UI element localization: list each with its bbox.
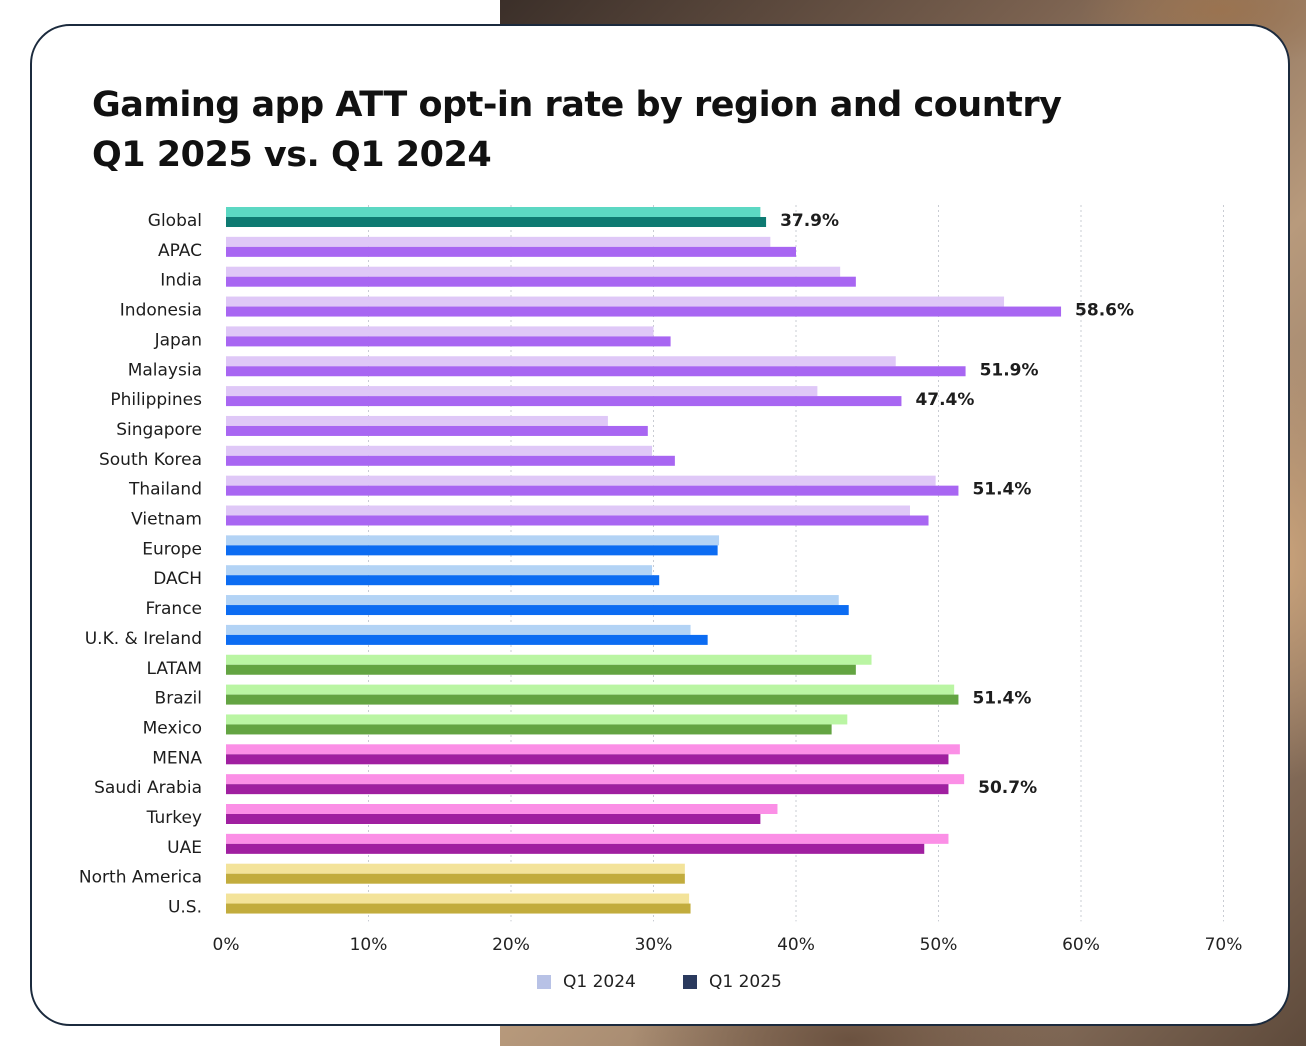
bar-q1-2024 xyxy=(226,356,896,367)
data-label: 58.6% xyxy=(1075,301,1134,321)
data-label: 50.7% xyxy=(978,778,1037,798)
bar-q1-2025 xyxy=(226,336,671,347)
legend-item-q1-2024: Q1 2024 xyxy=(537,972,636,992)
category-label: Brazil xyxy=(155,689,202,709)
bar-q1-2024 xyxy=(226,654,872,665)
legend-label-q1-2025: Q1 2025 xyxy=(709,972,782,992)
bar-q1-2025 xyxy=(226,366,966,377)
bar-q1-2025 xyxy=(226,276,856,287)
bar-q1-2024 xyxy=(226,236,771,247)
bar-q1-2025 xyxy=(226,545,718,556)
category-label: Philippines xyxy=(110,390,202,410)
category-label: Japan xyxy=(154,330,202,350)
bar-q1-2024 xyxy=(226,445,653,456)
category-label: South Korea xyxy=(99,450,202,470)
chart-title: Gaming app ATT opt-in rate by region and… xyxy=(92,80,1092,180)
bar-q1-2024 xyxy=(226,207,761,217)
category-label: MENA xyxy=(152,748,202,768)
data-label: 51.4% xyxy=(972,689,1031,709)
bar-q1-2024 xyxy=(226,266,841,277)
bar-q1-2024 xyxy=(226,415,608,426)
data-label: 37.9% xyxy=(780,211,839,231)
category-label: India xyxy=(160,271,202,291)
bar-q1-2025 xyxy=(226,425,648,436)
category-label: Thailand xyxy=(128,480,202,500)
bar-q1-2024 xyxy=(226,386,818,397)
x-tick-label: 20% xyxy=(492,935,530,955)
data-label: 51.9% xyxy=(980,360,1039,380)
bar-q1-2025 xyxy=(226,873,685,884)
x-tick-label: 70% xyxy=(1205,935,1243,955)
bar-q1-2024 xyxy=(226,595,839,606)
bar-q1-2025 xyxy=(226,575,660,586)
category-label: DACH xyxy=(153,569,202,589)
bar-q1-2024 xyxy=(226,326,654,337)
bar-q1-2025 xyxy=(226,634,708,645)
bar-q1-2025 xyxy=(226,814,761,824)
bar-q1-2025 xyxy=(226,515,929,526)
data-label: 51.4% xyxy=(972,480,1031,500)
bar-q1-2025 xyxy=(226,694,959,705)
x-tick-label: 40% xyxy=(777,935,815,955)
x-tick-label: 10% xyxy=(350,935,388,955)
bar-q1-2024 xyxy=(226,774,965,785)
x-tick-label: 0% xyxy=(213,935,240,955)
bar-q1-2024 xyxy=(226,624,691,635)
x-tick-label: 60% xyxy=(1062,935,1100,955)
bar-q1-2025 xyxy=(226,843,925,854)
bar-q1-2024 xyxy=(226,296,1005,307)
bar-q1-2024 xyxy=(226,833,949,844)
bar-q1-2025 xyxy=(226,664,856,675)
chart-title-line-1: Gaming app ATT opt-in rate by region and… xyxy=(92,85,1062,125)
bar-q1-2024 xyxy=(226,804,778,814)
category-label: Singapore xyxy=(116,420,202,440)
category-label: France xyxy=(145,599,202,619)
chart-title-line-2: Q1 2025 vs. Q1 2024 xyxy=(92,135,492,175)
bar-q1-2025 xyxy=(226,724,832,735)
bar-q1-2025 xyxy=(226,485,959,496)
bar-q1-2025 xyxy=(226,306,1062,317)
category-label: Saudi Arabia xyxy=(94,778,202,798)
bar-q1-2024 xyxy=(226,744,960,755)
category-label: LATAM xyxy=(146,659,202,679)
category-label: UAE xyxy=(167,838,202,858)
x-tick-label: 50% xyxy=(920,935,958,955)
category-label: Europe xyxy=(142,539,202,559)
category-label: North America xyxy=(79,868,202,888)
category-label: Turkey xyxy=(146,808,202,828)
bar-q1-2025 xyxy=(226,396,902,407)
category-label: Global xyxy=(148,211,202,231)
category-label: APAC xyxy=(158,241,202,261)
bar-q1-2025 xyxy=(226,903,691,914)
bar-q1-2024 xyxy=(226,684,955,695)
x-tick-label: 30% xyxy=(635,935,673,955)
bar-q1-2024 xyxy=(226,535,720,546)
category-label: Malaysia xyxy=(128,360,202,380)
bar-q1-2024 xyxy=(226,505,910,516)
bar-q1-2025 xyxy=(226,784,949,795)
legend-swatch-q1-2024 xyxy=(537,975,551,989)
bar-q1-2025 xyxy=(226,605,849,616)
data-label: 47.4% xyxy=(915,390,974,410)
bar-q1-2024 xyxy=(226,863,685,874)
category-label: U.K. & Ireland xyxy=(85,629,202,649)
legend-label-q1-2024: Q1 2024 xyxy=(563,972,636,992)
bar-q1-2025 xyxy=(226,754,949,765)
bar-q1-2024 xyxy=(226,893,690,904)
bar-q1-2024 xyxy=(226,565,653,576)
category-label: Mexico xyxy=(143,718,202,738)
bar-q1-2024 xyxy=(226,475,936,486)
bar-q1-2025 xyxy=(226,246,796,257)
chart-legend: Q1 2024 Q1 2025 xyxy=(0,972,1306,996)
category-label: Vietnam xyxy=(131,510,202,530)
bar-q1-2025 xyxy=(226,455,675,466)
bar-q1-2025 xyxy=(226,217,767,227)
category-label: Indonesia xyxy=(120,301,202,321)
legend-item-q1-2025: Q1 2025 xyxy=(683,972,782,992)
category-label: U.S. xyxy=(168,898,202,918)
legend-swatch-q1-2025 xyxy=(683,975,697,989)
bar-q1-2024 xyxy=(226,714,848,725)
